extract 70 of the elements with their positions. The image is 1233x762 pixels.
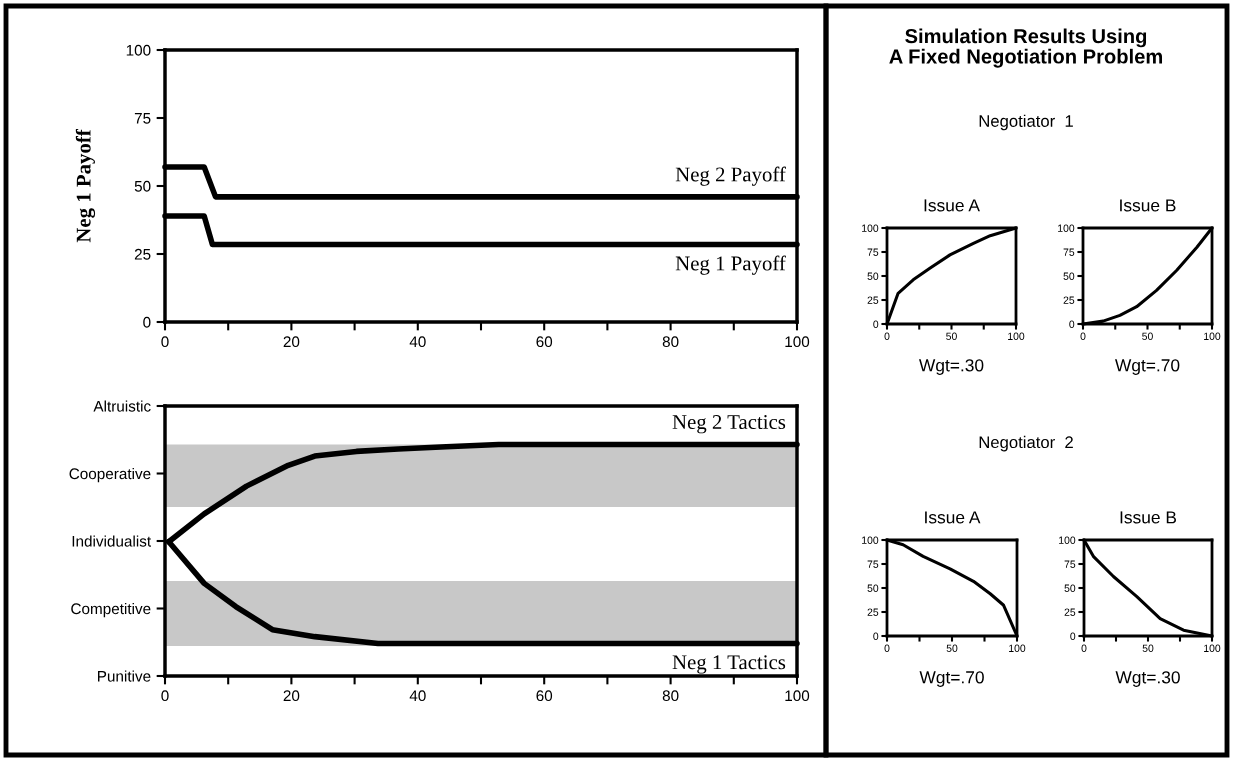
x-axis-title: Wgt=.70 bbox=[919, 671, 984, 687]
x-tick-label: 100 bbox=[785, 336, 810, 348]
x-tick-label: 60 bbox=[536, 336, 553, 348]
category-label: Punitive bbox=[98, 670, 151, 682]
x-tick-label: 50 bbox=[1142, 332, 1153, 340]
x-tick-label: 0 bbox=[161, 336, 169, 348]
series-label: Neg 2 Payoff bbox=[675, 166, 786, 186]
series-label: Neg 2 Tactics bbox=[672, 415, 786, 434]
category-label: Competitive bbox=[71, 602, 151, 618]
y-tick-label: 100 bbox=[1059, 536, 1076, 544]
chart-title: Issue B bbox=[1120, 199, 1176, 212]
y-tick-label: 50 bbox=[134, 180, 151, 192]
x-tick-label: 50 bbox=[946, 332, 957, 340]
series-label: Neg 1 Tactics bbox=[672, 655, 786, 674]
y-tick-label: 25 bbox=[867, 296, 879, 304]
x-axis-title: Wgt=.30 bbox=[919, 359, 984, 375]
y-tick-label: 0 bbox=[873, 320, 879, 328]
y-tick-label: 75 bbox=[867, 248, 879, 256]
y-tick-label: 100 bbox=[126, 44, 151, 56]
y-tick-label: 25 bbox=[1063, 296, 1075, 304]
x-tick-label: 50 bbox=[1142, 644, 1154, 652]
x-tick-label: 20 bbox=[283, 336, 300, 348]
y-tick-label: 75 bbox=[867, 560, 879, 568]
x-tick-label: 0 bbox=[884, 332, 890, 340]
chart-title: Issue A bbox=[925, 511, 981, 524]
x-tick-label: 40 bbox=[409, 690, 426, 702]
y-tick-label: 75 bbox=[1063, 248, 1075, 256]
y-tick-label: 100 bbox=[862, 536, 879, 544]
y-tick-label: 50 bbox=[1064, 584, 1076, 592]
x-tick-label: 100 bbox=[1204, 332, 1221, 340]
x-tick-label: 80 bbox=[662, 690, 679, 702]
x-tick-label: 0 bbox=[884, 644, 890, 652]
text: Negotiator 2 bbox=[979, 435, 1073, 452]
y-tick-label: 50 bbox=[867, 272, 879, 280]
y-tick-label: 25 bbox=[134, 248, 151, 260]
y-tick-label: 25 bbox=[1064, 608, 1076, 616]
category-label: Altruistic bbox=[93, 400, 151, 412]
y-tick-label: 0 bbox=[1070, 632, 1076, 640]
y-tick-label: 100 bbox=[862, 224, 879, 232]
chart-title: Issue B bbox=[1120, 511, 1177, 524]
y-tick-label: 50 bbox=[1063, 272, 1075, 280]
category-label: Individualist bbox=[72, 535, 151, 547]
text: Simulation Results Using A Fixed Negotiation Problem bbox=[889, 28, 1163, 68]
x-tick-label: 0 bbox=[161, 690, 169, 702]
x-tick-label: 100 bbox=[1204, 644, 1221, 652]
chart-title: Issue A bbox=[924, 199, 980, 212]
x-tick-label: 60 bbox=[536, 690, 553, 702]
x-tick-label: 0 bbox=[1081, 644, 1087, 652]
x-tick-label: 80 bbox=[662, 336, 679, 348]
x-tick-label: 100 bbox=[785, 690, 810, 702]
y-tick-label: 0 bbox=[873, 632, 879, 640]
category-label: Cooperative bbox=[69, 467, 151, 483]
x-tick-label: 20 bbox=[283, 690, 300, 702]
y-tick-label: 75 bbox=[1064, 560, 1076, 568]
y-tick-label: 25 bbox=[867, 608, 879, 616]
series-label: Neg 1 Payoff bbox=[675, 255, 786, 275]
x-tick-label: 100 bbox=[1009, 644, 1026, 652]
x-tick-label: 50 bbox=[946, 644, 958, 652]
y-axis-title: Neg 1 Payoff bbox=[75, 129, 96, 243]
y-tick-label: 0 bbox=[143, 316, 151, 328]
text: Negotiator 1 bbox=[979, 114, 1073, 131]
y-tick-label: 100 bbox=[1058, 224, 1075, 232]
x-tick-label: 40 bbox=[409, 336, 426, 348]
y-tick-label: 50 bbox=[867, 584, 879, 592]
x-axis-title: Wgt=.30 bbox=[1115, 671, 1180, 687]
x-axis-title: Wgt=.70 bbox=[1115, 359, 1180, 375]
y-tick-label: 0 bbox=[1069, 320, 1075, 328]
y-tick-label: 75 bbox=[134, 113, 151, 124]
x-tick-label: 100 bbox=[1008, 332, 1025, 340]
x-tick-label: 0 bbox=[1080, 332, 1086, 340]
